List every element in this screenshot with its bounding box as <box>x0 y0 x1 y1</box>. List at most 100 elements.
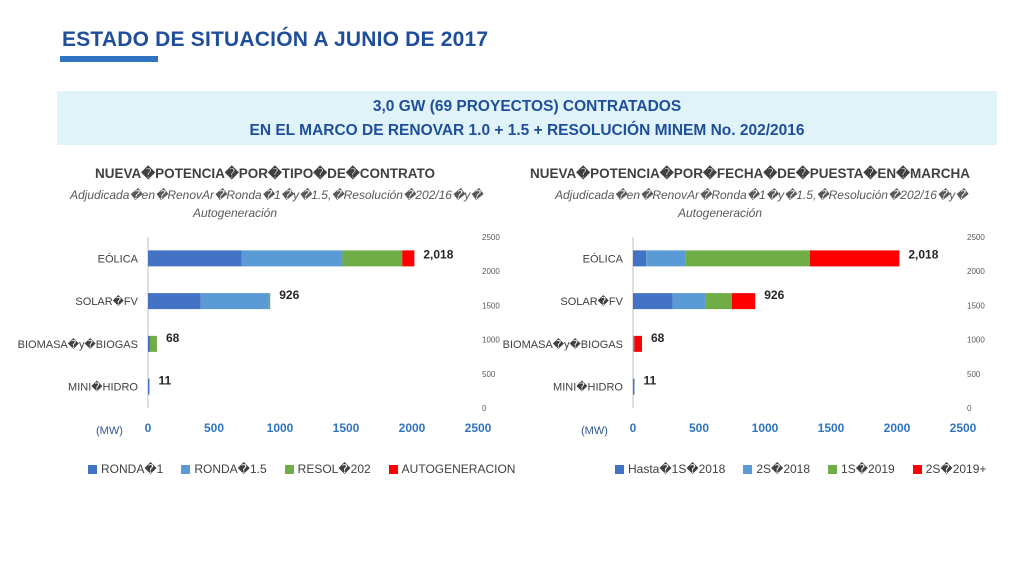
x-tick-label: 2000 <box>884 421 911 435</box>
legend-swatch <box>284 464 294 474</box>
legend-item: Hasta�1S�2018 <box>615 462 725 476</box>
bar-segment <box>672 293 706 310</box>
legend-label: RONDA�1.5 <box>194 462 267 476</box>
bar-segment <box>705 293 732 310</box>
x-tick-label: 1500 <box>818 421 845 435</box>
secondary-tick-label: 1000 <box>967 336 985 345</box>
x-tick-label: 2500 <box>950 421 977 435</box>
chart-plot: EÓLICA 2,018 SOLAR�FV 926 BIOMASA�y�BIOGAS 68… <box>18 233 501 435</box>
total-label: 926 <box>764 288 784 302</box>
x-tick-label: 500 <box>204 421 224 435</box>
category-label: MINI�HIDRO <box>553 380 623 394</box>
chart-subtitle: Adjudicada�en�RenovAr�Ronda�1�y�1.5,�Res… <box>70 186 483 222</box>
category-label: SOLAR�FV <box>560 294 623 308</box>
chart-legend: RONDA�1 RONDA�1.5 RESOL�202 AUTOGENERACION <box>88 462 515 476</box>
secondary-tick-label: 1500 <box>482 301 500 310</box>
legend-item: RONDA�1 <box>88 462 163 476</box>
x-tick-label: 2500 <box>465 421 492 435</box>
category-label: BIOMASA�y�BIOGAS <box>18 337 138 351</box>
bar-segment <box>241 250 343 267</box>
bar-segment <box>268 293 271 310</box>
category-label: MINI�HIDRO <box>68 380 138 394</box>
bar-segment <box>633 293 673 310</box>
total-label: 68 <box>166 331 180 345</box>
bar-segment <box>342 250 403 267</box>
title-underline <box>60 56 158 62</box>
chart-subtitle-line-2: Autogeneración <box>192 206 278 220</box>
bar-segment <box>633 250 647 267</box>
chart-commissioning-date: NUEVA�POTENCIA�POR�FECHA�DE�PUESTA�EN�MA… <box>503 160 987 490</box>
bar-segment <box>200 293 269 310</box>
secondary-tick-label: 2500 <box>482 233 500 242</box>
legend-item: RESOL�202 <box>284 462 371 476</box>
chart-subtitle-line-1: Adjudicada�en�RenovAr�Ronda�1�y�1.5,�Res… <box>70 188 483 202</box>
bar-segment <box>402 250 415 267</box>
legend-swatch <box>88 464 97 474</box>
bar-segment <box>148 335 150 352</box>
bar-segment <box>732 293 756 310</box>
total-label: 926 <box>279 288 299 302</box>
legend-swatch <box>181 464 191 474</box>
total-label: 11 <box>643 374 656 388</box>
legend-swatch <box>912 464 922 474</box>
x-tick-label: 2000 <box>399 421 426 435</box>
x-tick-label: 0 <box>145 421 152 435</box>
chart-contract-type: NUEVA�POTENCIA�POR�TIPO�DE�CONTRATO Adju… <box>18 160 516 490</box>
legend-label: 2S�2018 <box>756 462 811 476</box>
legend-item: RONDA�1.5 <box>181 462 267 476</box>
secondary-tick-label: 2500 <box>967 233 985 242</box>
chart-subtitle-line-1: Adjudicada�en�RenovAr�Ronda�1�y�1.5,�Res… <box>555 188 968 202</box>
legend-item: 2S�2018 <box>743 462 810 476</box>
legend-item: 1S�2019 <box>828 462 895 476</box>
total-label: 68 <box>651 331 665 345</box>
bar-segment <box>148 293 201 310</box>
bar-segment <box>634 335 642 352</box>
bar-segment <box>148 250 242 267</box>
legend-item: AUTOGENERACION <box>388 462 516 476</box>
chart-title: NUEVA�POTENCIA�POR�TIPO�DE�CONTRATO <box>95 166 435 181</box>
x-tick-label: 1000 <box>752 421 779 435</box>
legend-item: 2S�2019+ <box>912 462 987 476</box>
legend-label: 1S�2019 <box>841 462 895 476</box>
chart-subtitle-line-2: Autogeneración <box>677 206 763 220</box>
bar-segment <box>809 250 900 267</box>
legend-label: 2S�2019+ <box>925 462 987 476</box>
chart-title: NUEVA�POTENCIA�POR�FECHA�DE�PUESTA�EN�MA… <box>530 166 970 181</box>
x-tick-label: 0 <box>630 421 637 435</box>
secondary-tick-label: 0 <box>482 404 487 413</box>
legend-swatch <box>828 464 838 474</box>
bar-segment <box>633 378 635 395</box>
secondary-tick-label: 500 <box>967 370 981 379</box>
banner-line-1: 3,0 GW (69 PROYECTOS) CONTRATADOS <box>372 98 682 115</box>
category-label: BIOMASA�y�BIOGAS <box>503 337 623 351</box>
bar-segment <box>646 250 686 267</box>
category-label: EÓLICA <box>583 252 624 265</box>
x-tick-label: 500 <box>689 421 709 435</box>
secondary-tick-label: 2000 <box>482 267 500 276</box>
secondary-tick-label: 1000 <box>482 336 500 345</box>
secondary-tick-label: 2000 <box>967 267 985 276</box>
category-label: EÓLICA <box>98 252 139 265</box>
page-title: ESTADO DE SITUACIÓN A JUNIO DE 2017 <box>62 28 489 51</box>
total-label: 11 <box>158 374 171 388</box>
legend-swatch <box>743 464 753 474</box>
legend-swatch <box>388 464 398 474</box>
unit-label: (MW) <box>581 425 608 437</box>
x-tick-label: 1000 <box>267 421 294 435</box>
bar-segment <box>685 250 810 267</box>
bar-segment <box>149 335 157 352</box>
bar-segment <box>148 378 150 395</box>
bar-segment <box>633 335 635 352</box>
legend-label: RONDA�1 <box>101 462 164 476</box>
secondary-tick-label: 1500 <box>967 301 985 310</box>
summary-banner: 3,0 GW (69 PROYECTOS) CONTRATADOS EN EL … <box>57 91 997 145</box>
chart-legend: Hasta�1S�2018 2S�2018 1S�2019 2S�2019+ <box>615 462 986 476</box>
legend-label: AUTOGENERACION <box>401 462 516 476</box>
legend-label: RESOL�202 <box>297 462 371 476</box>
legend-label: Hasta�1S�2018 <box>628 462 726 476</box>
unit-label: (MW) <box>96 425 123 437</box>
category-label: SOLAR�FV <box>75 294 138 308</box>
x-tick-label: 1500 <box>333 421 360 435</box>
secondary-tick-label: 500 <box>482 370 496 379</box>
total-label: 2,018 <box>908 247 938 261</box>
